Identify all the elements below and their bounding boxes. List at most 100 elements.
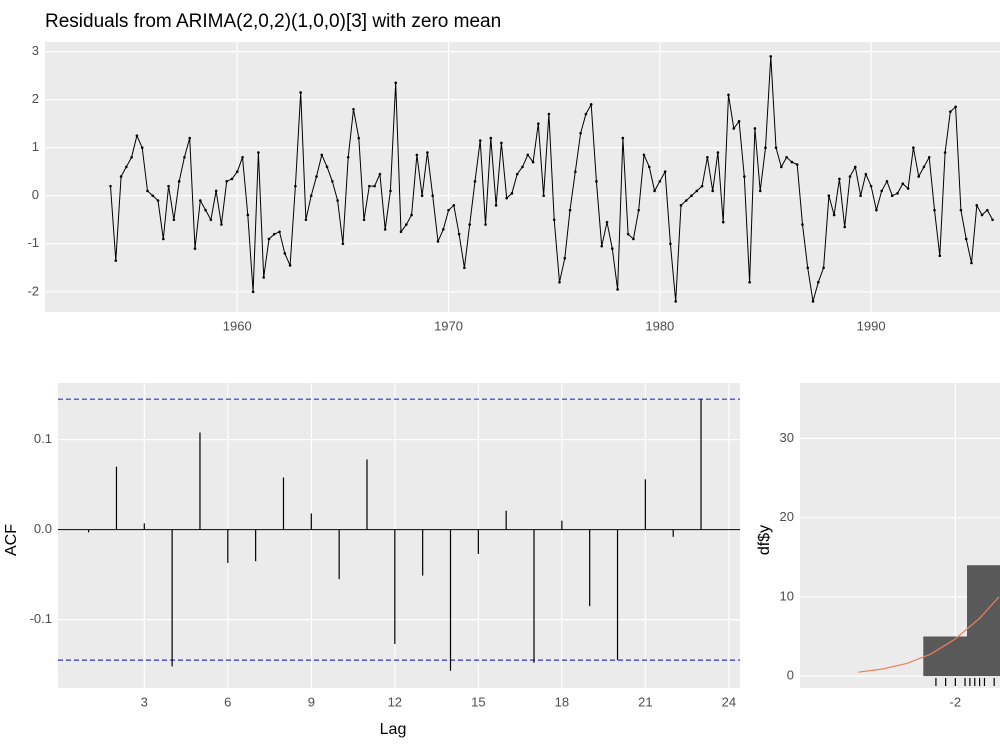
y-tick-label: 0 (787, 668, 794, 683)
data-point (304, 218, 308, 222)
data-point (468, 223, 471, 226)
data-point (626, 232, 630, 236)
data-point (204, 208, 207, 212)
x-tick-label: 1990 (857, 318, 886, 333)
data-point (341, 242, 345, 246)
data-point (478, 139, 482, 142)
x-tick-label: 6 (224, 694, 231, 709)
y-tick-label: 2 (32, 91, 39, 106)
data-point (621, 136, 625, 140)
y-axis-title: df$y (756, 525, 773, 555)
data-point (368, 184, 371, 188)
data-point (890, 194, 894, 198)
data-point (695, 189, 699, 193)
data-point (980, 213, 984, 217)
data-point (526, 153, 530, 157)
data-point (848, 175, 852, 178)
data-point (795, 163, 799, 166)
data-point (674, 300, 677, 303)
data-point (198, 199, 202, 202)
data-point (500, 141, 503, 145)
data-point (288, 264, 292, 267)
plot-area (800, 383, 1000, 688)
data-point (859, 194, 862, 198)
panel-background (58, 383, 740, 688)
plot-area (45, 42, 1000, 312)
x-tick-label: 21 (638, 694, 652, 709)
data-point (637, 208, 641, 212)
data-point (679, 204, 683, 207)
data-point (811, 300, 815, 303)
data-point (193, 247, 197, 250)
data-point (225, 180, 229, 183)
data-point (352, 107, 355, 111)
data-point (700, 184, 704, 188)
data-point (515, 172, 519, 176)
data-point (816, 280, 820, 284)
data-point (912, 146, 915, 149)
data-point (885, 180, 889, 183)
data-point (563, 256, 567, 260)
data-point (399, 230, 403, 234)
data-point (610, 247, 614, 250)
data-point (531, 160, 535, 164)
y-tick-label: 3 (32, 43, 39, 58)
x-tick-label: 24 (722, 694, 736, 709)
x-tick-label: 9 (308, 694, 315, 709)
data-point (949, 110, 952, 113)
data-point (220, 223, 223, 226)
data-point (986, 208, 989, 212)
x-tick-label: -2 (950, 694, 962, 709)
data-point (975, 204, 979, 207)
data-point (758, 189, 762, 193)
chart-title: Residuals from ARIMA(2,0,2)(1,0,0)[3] wi… (45, 11, 501, 32)
data-point (410, 213, 413, 217)
data-point (737, 119, 741, 123)
histogram-bar (966, 565, 1000, 677)
data-point (272, 232, 276, 236)
data-point (970, 261, 973, 265)
data-point (790, 160, 794, 164)
data-point (743, 175, 746, 178)
data-point (558, 280, 561, 284)
data-point (436, 240, 440, 243)
y-tick-label: -1 (27, 235, 39, 250)
data-point (880, 189, 883, 193)
data-point (521, 165, 524, 169)
x-tick-label: 1960 (223, 318, 252, 333)
data-point (320, 153, 324, 157)
data-point (315, 175, 318, 178)
data-point (251, 290, 255, 294)
data-point (780, 165, 783, 169)
y-axis-title: ACF (3, 524, 20, 556)
data-point (463, 266, 466, 270)
data-point (404, 223, 408, 226)
data-point (373, 184, 376, 188)
x-tick-label: 3 (141, 694, 148, 709)
data-point (574, 170, 577, 174)
data-point (838, 177, 841, 181)
data-point (732, 127, 736, 130)
data-point (383, 228, 387, 231)
data-point (864, 172, 868, 176)
data-point (325, 165, 329, 169)
data-point (441, 228, 445, 231)
x-tick-label: 12 (388, 694, 402, 709)
data-point (183, 156, 186, 159)
density-curve (858, 596, 1000, 673)
data-point (906, 187, 910, 190)
data-point (452, 204, 456, 207)
data-point (109, 184, 112, 188)
data-point (294, 184, 297, 188)
y-tick-label: 1 (32, 139, 39, 154)
data-point (658, 180, 662, 183)
x-tick-label: 1980 (645, 318, 674, 333)
plot-area (58, 383, 740, 688)
data-point (431, 194, 435, 198)
y-tick-label: 20 (780, 509, 794, 524)
data-point (447, 208, 450, 212)
data-point (716, 151, 720, 154)
data-point (420, 194, 424, 198)
data-point (933, 208, 936, 212)
y-tick-label: 10 (780, 588, 794, 603)
